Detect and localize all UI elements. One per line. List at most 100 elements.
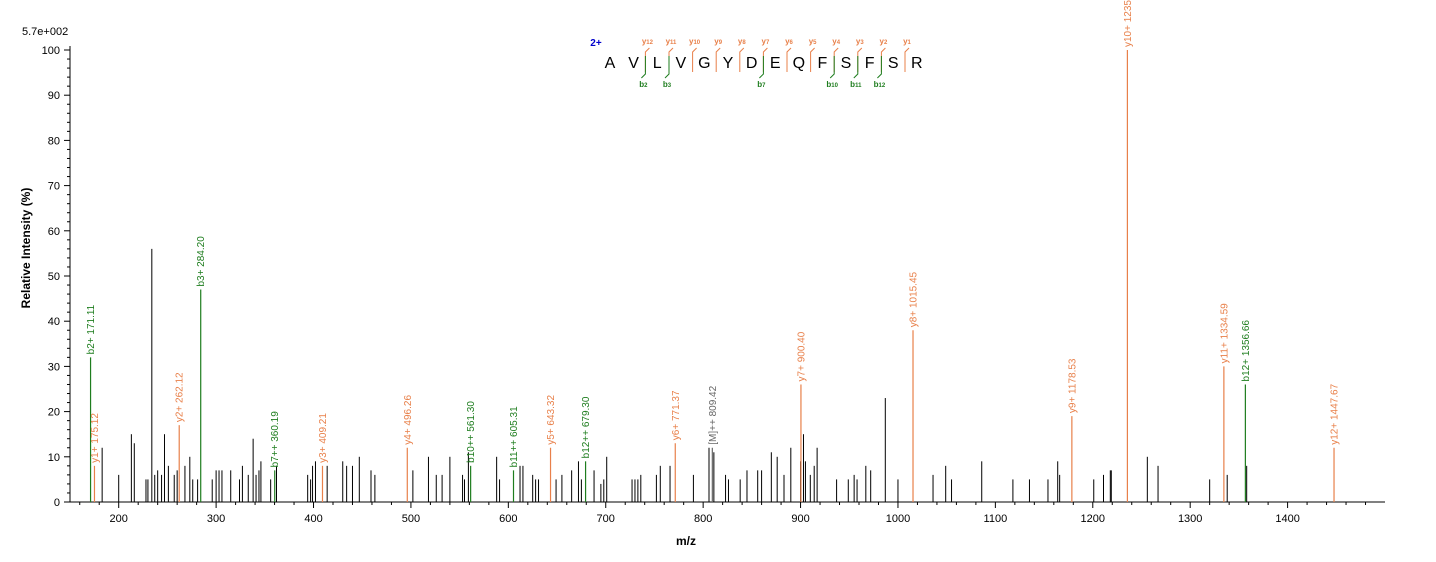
y-tick-label: 30 (48, 361, 60, 373)
ion-index: 5 (813, 40, 817, 46)
y-ion-bracket (904, 47, 910, 72)
y-ion-bracket (668, 47, 674, 72)
peak-label: b7++ 360.19 (270, 411, 281, 468)
residue-letter: D (746, 55, 758, 72)
peak-label: y5+ 643.32 (546, 395, 557, 445)
peak-label: y3+ 409.21 (318, 413, 329, 463)
b-ion-label: b10 (826, 80, 838, 89)
y-ion-bracket (762, 47, 768, 72)
b-ion-label: b12 (874, 80, 886, 89)
y-tick-label: 0 (54, 497, 60, 509)
b-ion-bracket (664, 56, 670, 79)
peak-label: y11+ 1334.59 (1219, 303, 1230, 364)
peak-label: y1+ 175.12 (90, 413, 101, 463)
x-tick-label: 1000 (886, 513, 910, 525)
y-ion-bracket (880, 47, 886, 72)
y-ion-bracket (739, 47, 745, 72)
y-tick-label: 80 (48, 135, 60, 147)
residue-letter: S (888, 55, 899, 72)
ion-index: 1 (908, 40, 912, 46)
ion-index: 9 (719, 40, 723, 46)
x-tick-label: 300 (207, 513, 225, 525)
y-ion-label: y3 (856, 37, 864, 46)
peak-label: y10+ 1235.54 (1123, 0, 1134, 47)
ion-index: 12 (879, 83, 886, 89)
peak-label: b2+ 171.11 (86, 304, 97, 354)
x-tick-label: 900 (791, 513, 809, 525)
b-ion-bracket (853, 56, 859, 79)
residue-letter: V (628, 55, 639, 72)
peak-label: y8+ 1015.45 (909, 271, 920, 327)
x-tick-label: 1300 (1178, 513, 1202, 525)
residue-letter: F (865, 55, 875, 72)
x-tick-label: 400 (304, 513, 322, 525)
y-ion-label: y5 (809, 37, 817, 46)
residue-letter: L (653, 55, 662, 72)
ion-index: 10 (693, 40, 700, 46)
peak-label: y2+ 262.12 (175, 372, 186, 422)
y-ion-label: y9 (714, 37, 722, 46)
x-tick-label: 800 (694, 513, 712, 525)
residue-letter: E (770, 55, 781, 72)
y-ion-label: y6 (785, 37, 793, 46)
y-ion-label: y11 (666, 37, 677, 46)
ion-index: 7 (762, 83, 766, 89)
y-tick-label: 70 (48, 181, 60, 193)
peak-label: y4+ 496.26 (403, 395, 414, 445)
b-ion-bracket (877, 56, 882, 79)
y-tick-label: 20 (48, 407, 60, 419)
peak-label: b12++ 679.30 (581, 396, 592, 458)
plot-area: 0 10 20 30 40 50 60 70 80 90 100 200 300 400 500 600 700… (42, 0, 1385, 525)
y-ion-bracket (786, 47, 792, 72)
ion-index: 11 (670, 40, 677, 46)
y-ion-label: y1 (903, 37, 911, 46)
y-ion-label: y2 (880, 37, 888, 46)
residue-letter: Q (793, 55, 805, 72)
ion-index: 11 (855, 83, 862, 89)
ion-index: 10 (831, 83, 838, 89)
peak-label: y6+ 771.37 (671, 390, 682, 440)
ion-index: 6 (790, 40, 794, 46)
ion-index: 12 (646, 40, 653, 46)
peak-label: y12+ 1447.67 (1330, 383, 1341, 444)
peak-label: b3+ 284.20 (196, 236, 207, 287)
b-ion-bracket (829, 56, 835, 79)
ion-index: 8 (742, 40, 746, 46)
b-ion-label: b2 (639, 80, 648, 89)
charge-state-label: 2+ (590, 38, 602, 49)
y-ion-bracket (644, 47, 650, 72)
y-ion-label: y8 (738, 37, 746, 46)
x-axis-title: m/z (676, 534, 696, 548)
residue-letter: A (605, 55, 616, 72)
x-tick-label: 1400 (1275, 513, 1299, 525)
peak-label: y9+ 1178.53 (1067, 358, 1078, 413)
y-ion-bracket (692, 47, 697, 72)
residue-letter: Y (723, 55, 734, 72)
residue-letter: F (818, 55, 828, 72)
y-tick-label: 100 (42, 45, 60, 57)
y-ion-label: y10 (689, 37, 701, 46)
y-ion-bracket (715, 47, 721, 72)
x-tick-label: 1100 (984, 513, 1008, 525)
residue-letter: R (911, 55, 923, 72)
y-ion-bracket (833, 47, 839, 72)
peak-label: b11++ 605.31 (509, 406, 520, 467)
ion-index: 3 (860, 40, 864, 46)
x-tick-label: 200 (110, 513, 128, 525)
x-tick-label: 600 (499, 513, 517, 525)
y-ion-label: y7 (762, 37, 770, 46)
peak-label: b10++ 561.30 (466, 401, 477, 463)
b-ion-bracket (641, 56, 646, 79)
ion-index: 4 (837, 40, 841, 46)
residue-letter: S (841, 55, 852, 72)
b-ion-label: b7 (757, 80, 766, 89)
peak-label: [M]++ 809.42 (708, 385, 719, 444)
y-tick-label: 40 (48, 316, 60, 328)
residue-letter: G (698, 55, 710, 72)
ion-index: 7 (766, 40, 770, 46)
b-ion-label: b11 (850, 80, 862, 89)
y-tick-label: 50 (48, 271, 60, 283)
y-ion-label: y12 (642, 37, 654, 46)
y-tick-label: 10 (48, 452, 60, 464)
x-tick-label: 500 (402, 513, 420, 525)
